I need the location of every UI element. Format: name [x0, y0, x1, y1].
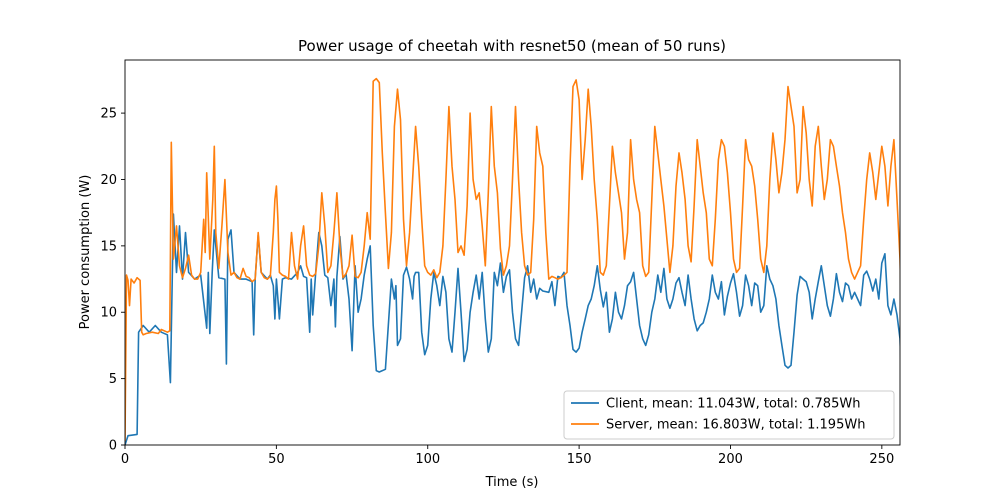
legend: Client, mean: 11.043W, total: 0.785Wh Ser… — [563, 390, 895, 440]
series-line-server — [125, 77, 900, 442]
plot-area — [124, 59, 901, 446]
legend-label: Server, mean: 16.803W, total: 1.195Wh — [606, 418, 865, 433]
y-tick-label: 0 — [109, 439, 117, 454]
axes-frame — [124, 59, 901, 446]
x-tick-label: 0 — [121, 452, 129, 467]
y-tick-label: 15 — [100, 239, 117, 254]
y-tick-label: 25 — [100, 107, 117, 122]
series-group — [125, 77, 900, 445]
x-axis-ticks: 0 50 100 150 200 250 — [121, 445, 894, 467]
legend-box — [563, 390, 895, 440]
y-axis-label: Power consumption (W) — [78, 175, 93, 330]
x-tick-label: 150 — [567, 452, 592, 467]
series-line-client — [125, 213, 900, 445]
x-tick-label: 200 — [718, 452, 743, 467]
x-tick-label: 50 — [268, 452, 285, 467]
y-tick-label: 5 — [109, 372, 117, 387]
x-axis-label: Time (s) — [485, 475, 539, 490]
x-tick-label: 100 — [415, 452, 440, 467]
y-axis-ticks: 0 5 10 15 20 25 — [100, 107, 125, 454]
y-tick-label: 20 — [100, 173, 117, 188]
x-tick-label: 250 — [869, 452, 894, 467]
y-tick-label: 10 — [100, 306, 117, 321]
legend-label: Client, mean: 11.043W, total: 0.785Wh — [606, 397, 860, 412]
chart-title: Power usage of cheetah with resnet50 (me… — [298, 37, 726, 55]
